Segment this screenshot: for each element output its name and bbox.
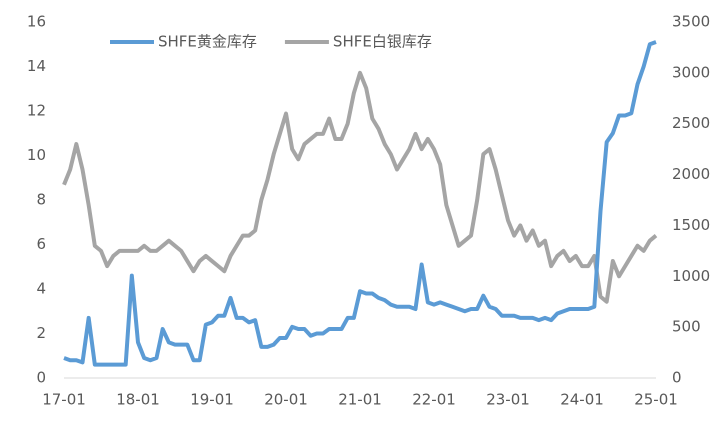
y2-tick-label: 1500 (672, 216, 710, 234)
y-tick-label: 2 (36, 324, 46, 342)
y2-tick-label: 0 (672, 369, 682, 387)
x-tick-label: 20-01 (264, 391, 308, 409)
x-tick-label: 23-01 (486, 391, 530, 409)
series-line (62, 70, 658, 304)
y2-tick-label: 2000 (672, 165, 710, 183)
x-tick-label: 22-01 (412, 391, 456, 409)
x-tick-label: 19-01 (190, 391, 234, 409)
y-tick-label: 14 (27, 57, 46, 75)
series-line (63, 40, 657, 367)
y2-tick-label: 1000 (672, 267, 710, 285)
y2-tick-label: 2500 (672, 114, 710, 132)
y2-tick-label: 500 (672, 318, 701, 336)
y-tick-label: 0 (36, 369, 46, 387)
x-tick-label: 21-01 (338, 391, 382, 409)
y-tick-label: 10 (27, 146, 46, 164)
x-tick-label: 24-01 (560, 391, 604, 409)
y-tick-label: 8 (36, 191, 46, 209)
y-tick-label: 12 (27, 102, 46, 120)
y-tick-label: 16 (27, 13, 46, 31)
y-tick-label: 4 (36, 280, 46, 298)
x-tick-label: 18-01 (116, 391, 160, 409)
legend-label: SHFE白银库存 (333, 33, 432, 51)
y-tick-label: 6 (36, 235, 46, 253)
x-tick-label: 25-01 (634, 391, 678, 409)
y2-tick-label: 3000 (672, 63, 710, 81)
legend-label: SHFE黄金库存 (158, 33, 257, 51)
y2-tick-label: 3500 (672, 13, 710, 31)
x-tick-label: 17-01 (42, 391, 86, 409)
